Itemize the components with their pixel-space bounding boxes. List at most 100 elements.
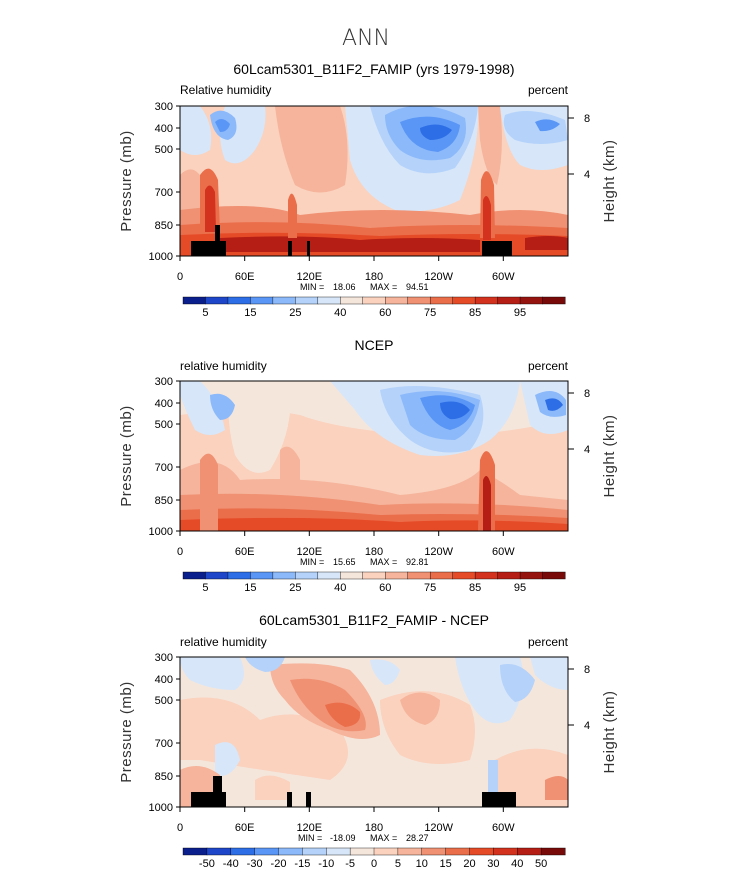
contour-field bbox=[180, 106, 568, 256]
x-tick-label: 60W bbox=[492, 822, 515, 834]
colorbar-swatch bbox=[497, 571, 521, 580]
colorbar-label: 95 bbox=[514, 582, 526, 594]
left-label: relative humidity bbox=[180, 635, 267, 649]
x-tick-label: 180 bbox=[365, 822, 383, 834]
y2-tick-label: 4 bbox=[584, 444, 590, 456]
max-label: MAX = bbox=[370, 557, 397, 567]
x-tick-label: 60E bbox=[235, 546, 255, 558]
colorbar-swatch bbox=[474, 296, 499, 305]
colorbar-label: 75 bbox=[424, 582, 436, 594]
y2-axis-label: Height (km) bbox=[601, 690, 618, 773]
colorbar-swatch bbox=[474, 571, 499, 580]
y-tick-label: 500 bbox=[155, 695, 173, 707]
y-axis-ticks: 300 400 500 700 850 1000 bbox=[149, 101, 180, 263]
colorbar-swatch bbox=[349, 847, 375, 856]
colorbar-swatch bbox=[272, 571, 296, 580]
colorbar-swatch bbox=[326, 847, 351, 856]
colorbar-swatch bbox=[295, 571, 319, 580]
colorbar-swatch bbox=[421, 847, 447, 856]
y2-tick-label: 4 bbox=[584, 720, 590, 732]
colorbar-swatch bbox=[385, 296, 409, 305]
colorbar-label: 40 bbox=[334, 582, 346, 594]
x-tick-label: 120W bbox=[424, 546, 453, 558]
colorbar: 5 15 25 40 60 75 85 95 bbox=[182, 571, 566, 594]
y-tick-label: 400 bbox=[155, 398, 173, 410]
x-axis-ticks: 0 60E 120E 180 120W 60W bbox=[177, 256, 515, 283]
colorbar-swatch bbox=[206, 847, 232, 856]
colorbar-swatch bbox=[397, 847, 423, 856]
panel-title: 60Lcam5301_B11F2_FAMIP - NCEP bbox=[259, 612, 489, 628]
colorbar-label: 5 bbox=[395, 858, 401, 870]
colorbar-swatch bbox=[182, 571, 206, 580]
panel-model: 60Lcam5301_B11F2_FAMIP (yrs 1979-1998) R… bbox=[118, 61, 618, 319]
right-label: percent bbox=[528, 635, 569, 649]
colorbar-swatch bbox=[429, 296, 454, 305]
panel-difference: 60Lcam5301_B11F2_FAMIP - NCEP relative h… bbox=[118, 612, 618, 870]
colorbar-label: -5 bbox=[345, 858, 355, 870]
y-tick-label: 300 bbox=[155, 652, 173, 664]
contour-field bbox=[180, 657, 568, 807]
x-axis-ticks: 0 60E 120E 180 120W 60W bbox=[177, 531, 515, 558]
colorbar-swatch bbox=[250, 571, 274, 580]
y-tick-label: 300 bbox=[155, 376, 173, 388]
colorbar-label: 5 bbox=[202, 307, 208, 319]
colorbar-label: 75 bbox=[424, 307, 436, 319]
colorbar-label: 0 bbox=[371, 858, 377, 870]
y-tick-label: 1000 bbox=[149, 526, 173, 538]
y2-axis-label: Height (km) bbox=[601, 139, 618, 222]
x-tick-label: 120W bbox=[424, 822, 453, 834]
colorbar-label: -20 bbox=[271, 858, 287, 870]
min-max-readout: MIN = 15.65 MAX = 92.81 bbox=[300, 557, 429, 567]
colorbar-swatch bbox=[519, 571, 544, 580]
colorbar-swatch bbox=[340, 571, 364, 580]
colorbar-label: 25 bbox=[289, 307, 301, 319]
colorbar-swatch bbox=[340, 296, 364, 305]
colorbar-swatch bbox=[278, 847, 303, 856]
y-tick-label: 300 bbox=[155, 101, 173, 113]
colorbar-swatch bbox=[407, 571, 431, 580]
colorbar-swatch bbox=[317, 296, 341, 305]
left-label: relative humidity bbox=[180, 359, 267, 373]
colorbar-swatch bbox=[542, 296, 566, 305]
y-axis-label: Pressure (mb) bbox=[118, 681, 135, 783]
max-label: MAX = bbox=[370, 833, 397, 843]
colorbar-label: -30 bbox=[247, 858, 263, 870]
y-tick-label: 700 bbox=[155, 738, 173, 750]
x-tick-label: 0 bbox=[177, 271, 183, 283]
y-tick-label: 700 bbox=[155, 462, 173, 474]
colorbar-swatch bbox=[385, 571, 409, 580]
colorbar-label: 10 bbox=[416, 858, 428, 870]
min-value: 18.06 bbox=[333, 282, 356, 292]
colorbar-swatch bbox=[542, 571, 566, 580]
colorbar-label: -50 bbox=[199, 858, 215, 870]
colorbar-swatch bbox=[227, 296, 251, 305]
max-value: 92.81 bbox=[406, 557, 429, 567]
x-axis-ticks: 0 60E 120E 180 120W 60W bbox=[177, 807, 515, 834]
colorbar-swatch bbox=[373, 847, 399, 856]
colorbar-swatch bbox=[469, 847, 494, 856]
colorbar-label: 20 bbox=[463, 858, 475, 870]
colorbar-swatch bbox=[362, 296, 386, 305]
contour-field bbox=[180, 381, 568, 531]
y-axis-label: Pressure (mb) bbox=[118, 130, 135, 232]
y2-tick-label: 8 bbox=[584, 113, 590, 125]
colorbar-swatch bbox=[182, 847, 208, 856]
colorbar-label: 30 bbox=[487, 858, 499, 870]
colorbar-label: 5 bbox=[202, 582, 208, 594]
x-tick-label: 120E bbox=[296, 546, 322, 558]
colorbar-swatch bbox=[317, 571, 341, 580]
colorbar-label: 25 bbox=[289, 582, 301, 594]
min-max-readout: MIN = -18.09 MAX = 28.27 bbox=[298, 833, 429, 843]
colorbar-label: 15 bbox=[244, 582, 256, 594]
colorbar-label: 40 bbox=[511, 858, 523, 870]
colorbar-swatch bbox=[272, 296, 296, 305]
colorbar-swatch bbox=[230, 847, 256, 856]
panel-ncep: NCEP relative humidity percent bbox=[118, 337, 618, 594]
colorbar-swatch bbox=[295, 296, 319, 305]
min-label: MIN = bbox=[300, 557, 324, 567]
colorbar-swatch bbox=[254, 847, 280, 856]
max-label: MAX = bbox=[370, 282, 397, 292]
y2-tick-label: 8 bbox=[584, 388, 590, 400]
max-value: 28.27 bbox=[406, 833, 429, 843]
